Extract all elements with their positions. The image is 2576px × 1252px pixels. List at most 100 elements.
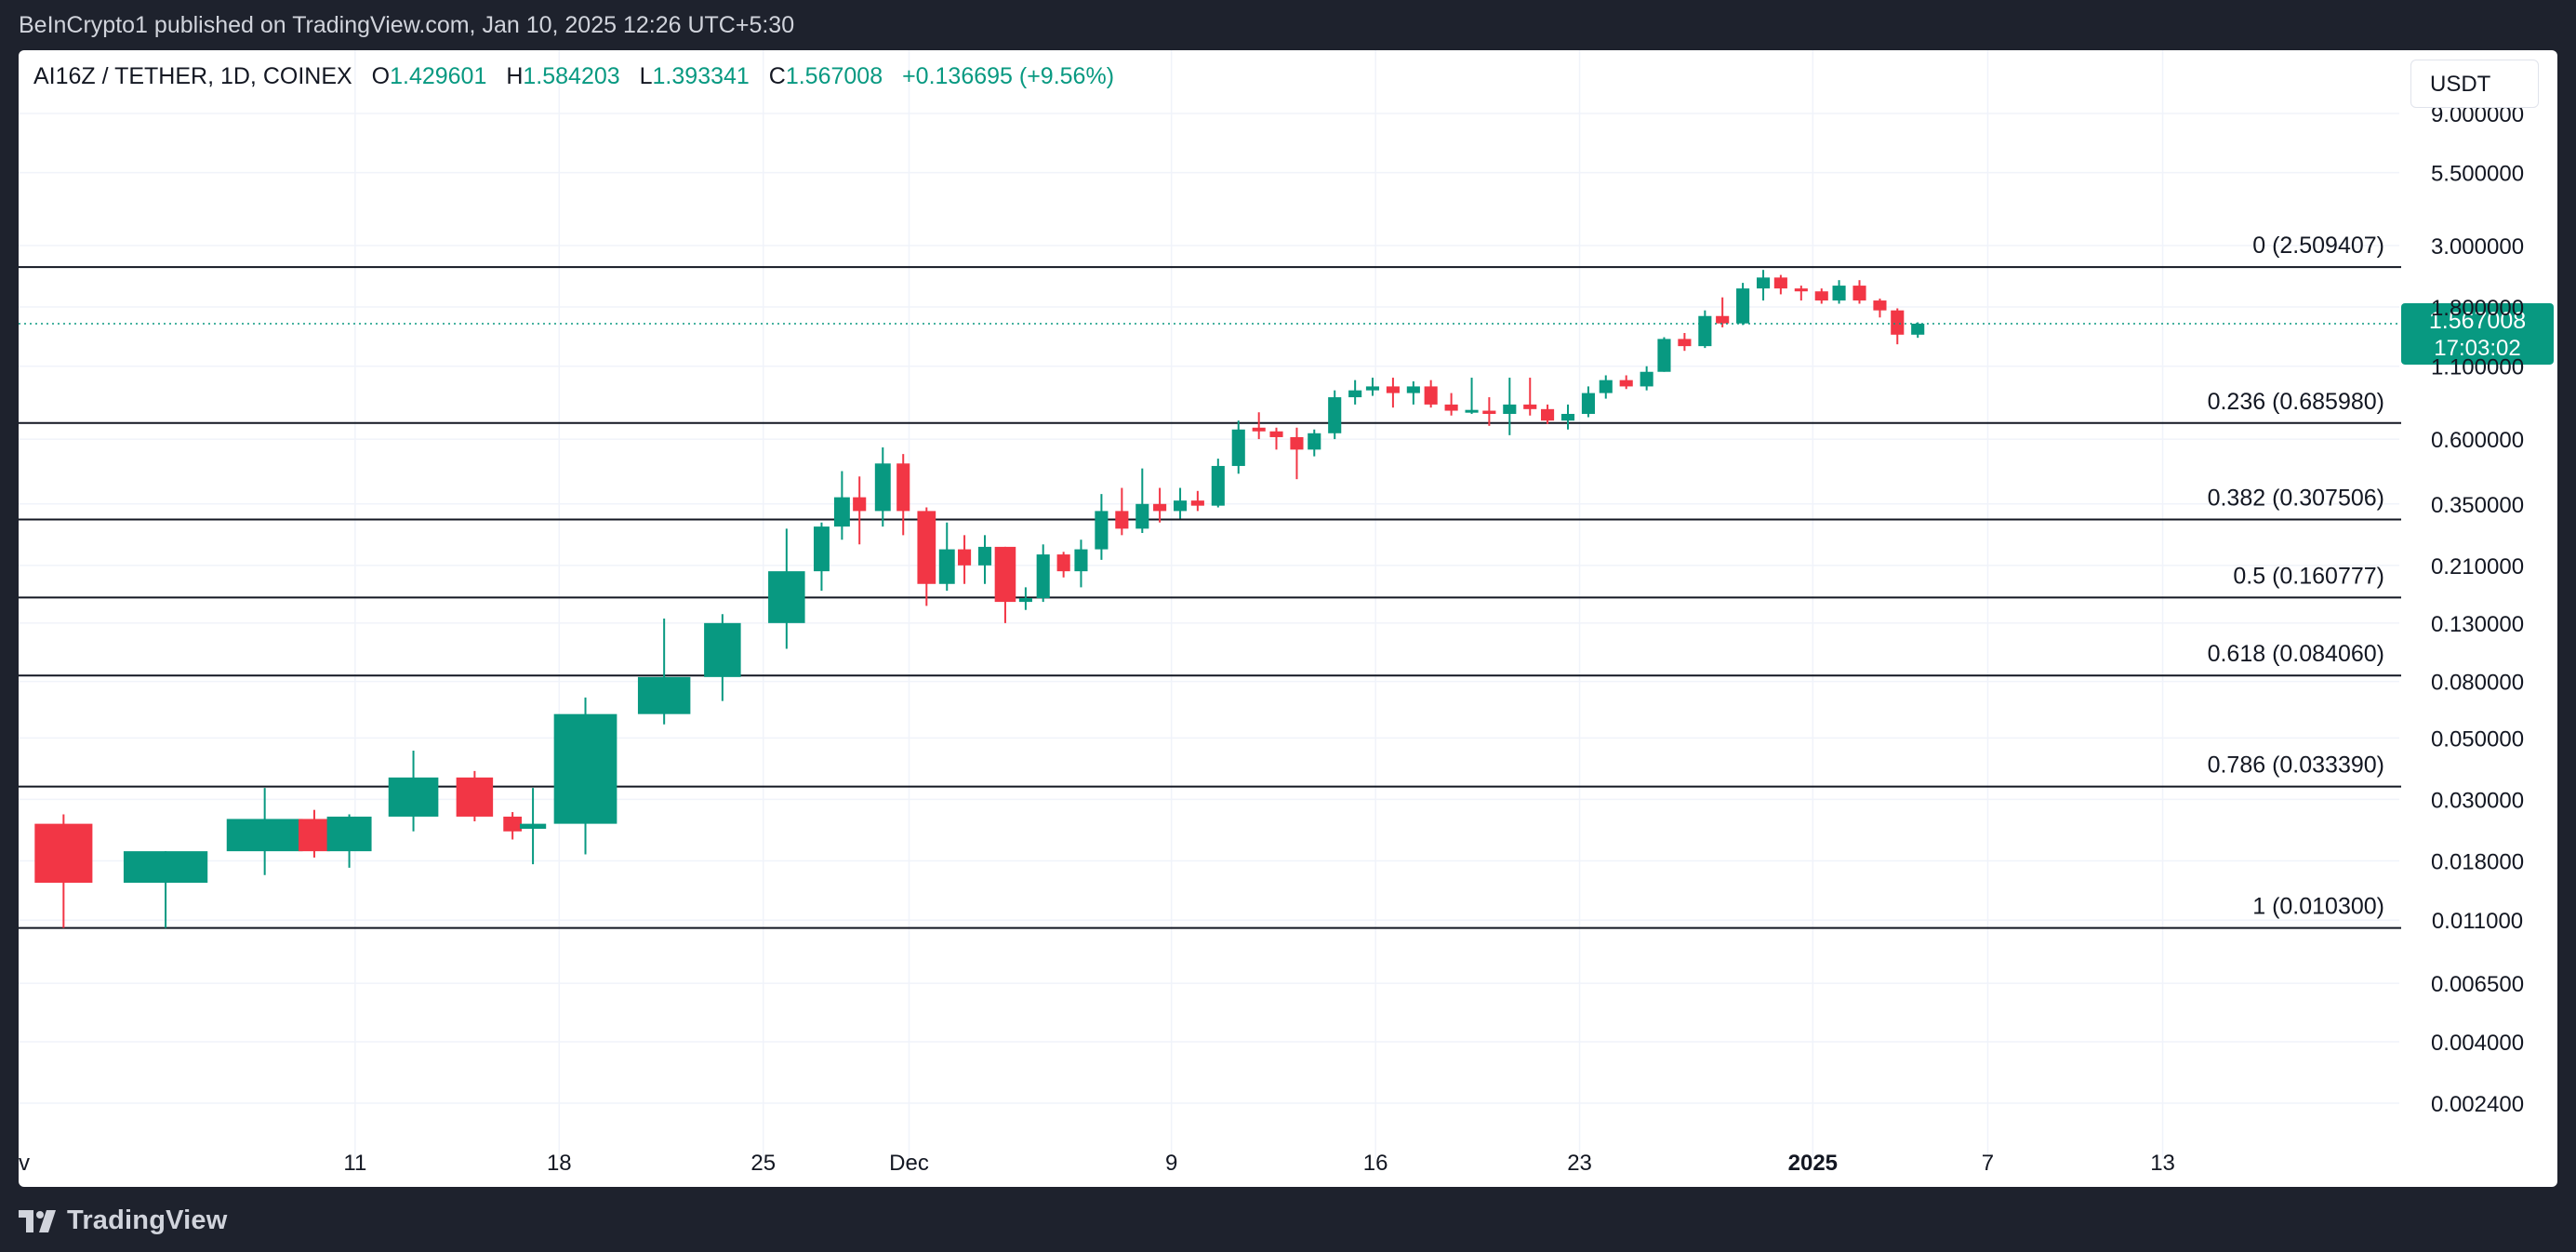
high-value: 1.584203	[523, 63, 620, 89]
y-tick-label: 0.050000	[2431, 726, 2524, 752]
bull-candle	[1832, 280, 1846, 304]
candle-body	[833, 497, 850, 527]
candle-body	[1678, 339, 1692, 347]
price-axis[interactable]: 9.0000005.5000003.0000001.8000001.100000…	[2431, 102, 2524, 1117]
candle-body	[1523, 404, 1537, 409]
candle-body	[1541, 408, 1555, 421]
candle-body	[1736, 288, 1750, 324]
candle-body	[1269, 431, 1283, 437]
tradingview-logo[interactable]: TradingView	[19, 1205, 228, 1236]
bull-candle	[1018, 587, 1032, 610]
candle-body	[704, 622, 741, 677]
price-tag-box	[2401, 302, 2554, 365]
bull-candle	[768, 528, 805, 649]
bull-candle	[1911, 322, 1925, 339]
bear-candle	[1678, 333, 1692, 352]
candle-body	[813, 526, 830, 572]
candles	[34, 270, 1925, 928]
low-label: L	[639, 63, 653, 89]
x-tick-label: 18	[547, 1151, 572, 1176]
bear-candle	[1444, 393, 1458, 416]
open-label: O	[371, 63, 391, 89]
bear-candle	[1386, 378, 1400, 408]
bull-candle	[833, 471, 850, 540]
currency-button[interactable]: USDT	[2410, 60, 2539, 108]
candle-body	[896, 463, 910, 512]
candle-body	[1794, 288, 1808, 292]
bull-candle	[1736, 283, 1750, 326]
symbol-name: AI16Z / TETHER, 1D, COINEX	[33, 63, 352, 89]
y-tick-label: 0.004000	[2431, 1031, 2524, 1056]
bear-candle	[1482, 397, 1496, 426]
bull-candle	[326, 814, 372, 868]
bull-candle	[938, 522, 955, 592]
bear-candle	[1716, 297, 1730, 327]
price-tag-value: 1.567008	[2429, 308, 2526, 334]
y-tick-label: 0.130000	[2431, 612, 2524, 637]
candle-body	[326, 816, 372, 852]
y-tick-label: 0.210000	[2431, 554, 2524, 579]
bull-candle	[977, 535, 992, 584]
candle-body	[1503, 404, 1517, 414]
candle-body	[226, 819, 303, 852]
y-tick-label: 0.002400	[2431, 1092, 2524, 1117]
bull-candle	[1174, 487, 1188, 519]
bear-candle	[1056, 552, 1070, 578]
bear-candle	[299, 809, 330, 858]
bull-candle	[1135, 468, 1149, 533]
candle-body	[1365, 386, 1380, 391]
x-tick-label: 2025	[1788, 1151, 1838, 1176]
bear-candle	[456, 770, 494, 822]
candlestick-chart[interactable]: 0 (2.509407) 0.236 (0.685980) 0.382 (0.307…	[19, 50, 2557, 1187]
bull-candle	[1465, 378, 1479, 414]
candle-body	[977, 546, 992, 566]
candle-body	[1757, 277, 1771, 289]
chart-panel[interactable]: AI16Z / TETHER, 1D, COINEX O1.429601 H1.…	[19, 50, 2557, 1187]
candle-body	[1482, 410, 1496, 414]
candle-body	[1211, 465, 1225, 506]
candle-body	[1832, 286, 1846, 301]
candle-body	[1581, 393, 1596, 414]
candle-body	[1231, 429, 1245, 466]
bear-candle	[1115, 487, 1129, 536]
open-value: 1.429601	[390, 63, 487, 89]
x-tick-label: 11	[343, 1151, 366, 1176]
y-tick-label: 0.080000	[2431, 671, 2524, 696]
bull-candle	[1231, 420, 1245, 474]
low-value: 1.393341	[652, 63, 750, 89]
candle-body	[1328, 397, 1342, 433]
bull-candle	[519, 788, 547, 865]
bull-candle	[123, 851, 208, 928]
bull-candle	[1640, 366, 1653, 391]
candle-body	[1657, 339, 1671, 372]
bear-candle	[1773, 274, 1787, 295]
candle-body	[1135, 503, 1149, 529]
y-tick-label: 0.350000	[2431, 493, 2524, 518]
bull-candle	[1757, 270, 1771, 301]
bull-candle	[1657, 337, 1671, 372]
fib-level-label: 0.382 (0.307506)	[2208, 486, 2384, 512]
candle-body	[1814, 291, 1828, 301]
candle-body	[1560, 413, 1575, 421]
candle-body	[917, 511, 936, 584]
bull-candle	[1074, 539, 1088, 588]
fib-level-label: 0.236 (0.685980)	[2208, 389, 2384, 415]
bear-candle	[1852, 280, 1866, 304]
candle-body	[1348, 390, 1362, 398]
close-label: C	[768, 63, 786, 89]
candle-body	[1424, 386, 1438, 405]
y-tick-label: 0.030000	[2431, 788, 2524, 813]
bear-candle	[1873, 299, 1887, 318]
published-banner: BeInCrypto1 published on TradingView.com…	[0, 0, 2576, 50]
candle-body	[456, 777, 494, 817]
bull-candle	[637, 618, 691, 725]
candle-body	[1056, 554, 1070, 572]
time-axis[interactable]: v 11 18 25 Dec 9 16 23 2025 7 13	[19, 1151, 2175, 1176]
candle-body	[1190, 500, 1204, 506]
bear-candle	[1619, 375, 1633, 390]
candle-body	[1465, 409, 1479, 413]
bull-candle	[1095, 494, 1109, 560]
tradingview-logo-icon	[19, 1209, 56, 1232]
y-tick-label: 0.600000	[2431, 428, 2524, 453]
